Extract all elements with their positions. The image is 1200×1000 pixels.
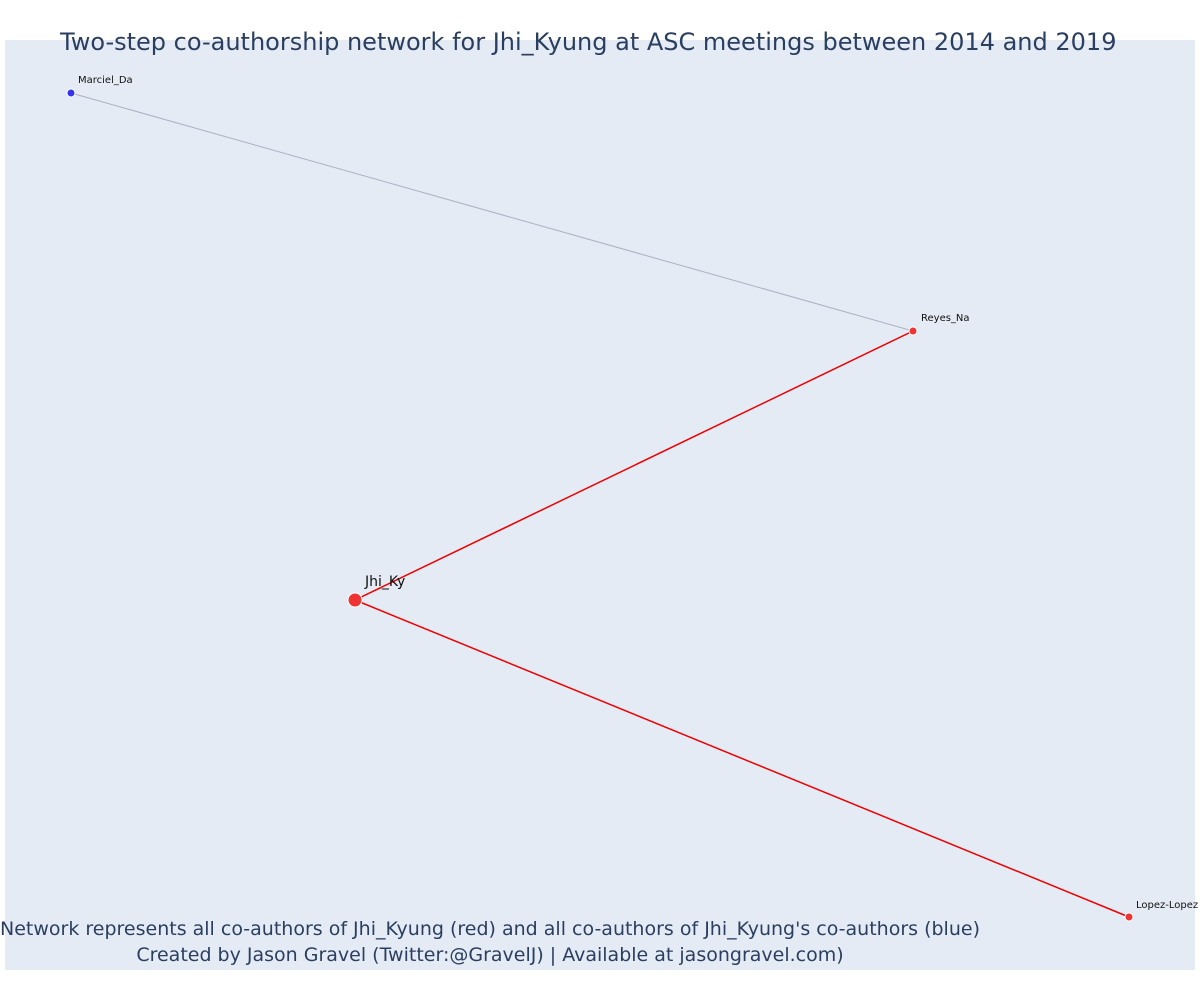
- edges-layer: [70, 92, 1130, 918]
- node-label-reyes: Reyes_Na: [921, 313, 970, 324]
- node-lopez[interactable]: [1124, 912, 1134, 922]
- node-label-marciel: Marciel_Da: [78, 75, 133, 86]
- plot-background: [5, 40, 1195, 970]
- edge-jhi-lopez: [354, 599, 1130, 918]
- edge-jhi-reyes: [354, 330, 914, 601]
- edge-reyes-marciel: [70, 92, 914, 332]
- node-reyes[interactable]: [908, 326, 918, 336]
- node-label-lopez: Lopez-Lopez: [1136, 900, 1198, 911]
- nodes-layer: Jhi_Ky Reyes_Na Lopez-Lopez Marciel_Da: [66, 75, 1198, 922]
- node-jhi[interactable]: [347, 592, 363, 608]
- chart-title: Two-step co-authorship network for Jhi_K…: [60, 28, 1117, 56]
- node-label-jhi: Jhi_Ky: [364, 574, 405, 590]
- node-marciel[interactable]: [66, 88, 76, 98]
- footer-caption: Network represents all co-authors of Jhi…: [0, 918, 980, 940]
- footer-credit: Created by Jason Gravel (Twitter:@Gravel…: [136, 944, 844, 966]
